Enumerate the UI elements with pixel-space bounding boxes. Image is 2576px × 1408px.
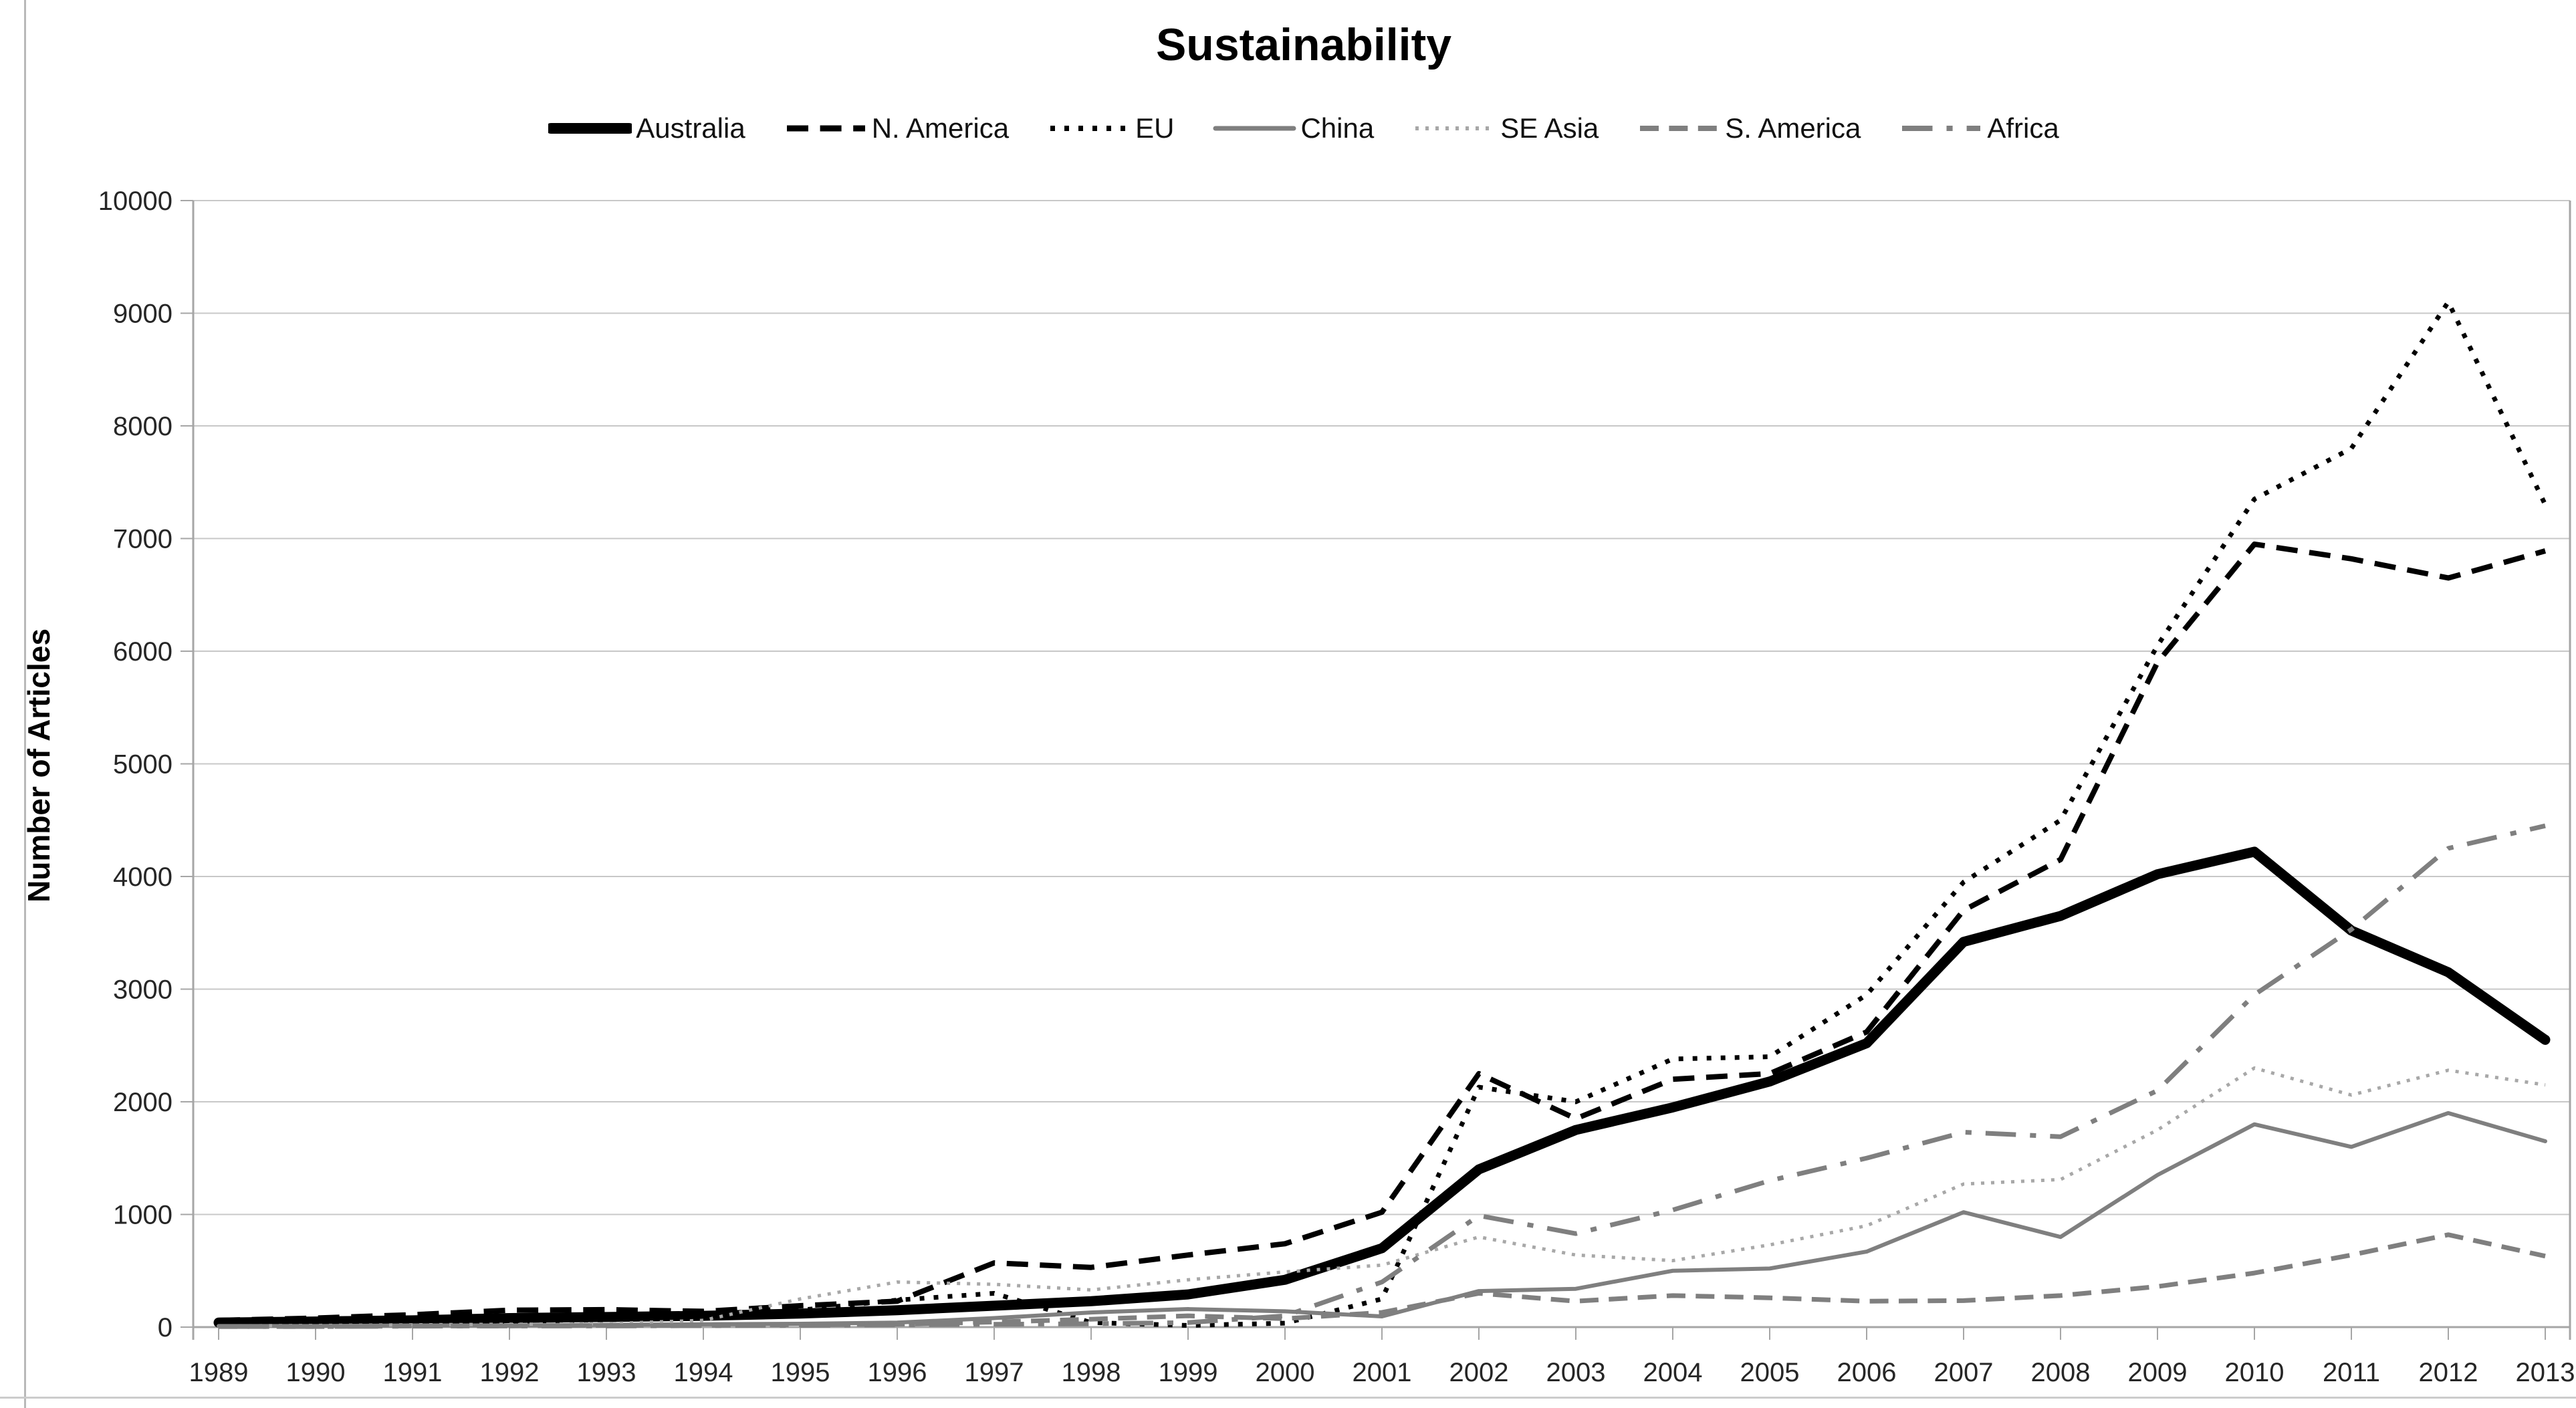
legend-label: SE Asia [1500, 112, 1599, 144]
x-tick-label: 2008 [2031, 1358, 2091, 1387]
legend-item-se-asia: SE Asia [1413, 112, 1599, 144]
y-tick-label: 8000 [113, 412, 172, 441]
x-tick-label: 1996 [868, 1358, 927, 1387]
legend-label: N. America [871, 112, 1010, 144]
legend-label: Australia [636, 112, 745, 144]
series-line-n-america [218, 541, 2547, 1323]
x-tick-label: 2009 [2128, 1358, 2188, 1387]
series-line-se-asia [218, 1066, 2546, 1328]
chart-title: Sustainability [1155, 19, 1452, 70]
x-tick-label: 2002 [1449, 1358, 1509, 1387]
chart-legend: Australia N. America EU China SE Asia S. Amer… [0, 112, 2576, 144]
page-left-border [24, 0, 26, 1408]
x-tick-label: 1989 [189, 1358, 249, 1387]
legend-item-australia: Australia [548, 112, 745, 144]
legend-label: Africa [1987, 112, 2059, 144]
y-tick-label: 2000 [113, 1088, 172, 1117]
y-tick-label: 9000 [113, 300, 172, 329]
x-tick-label: 1995 [771, 1358, 830, 1387]
legend-item-s-america: S. America [1637, 112, 1861, 144]
legend-label: S. America [1725, 112, 1861, 144]
legend-swatch-s-america [1640, 126, 1719, 131]
x-tick-label: 2013 [2516, 1358, 2575, 1387]
x-tick-label: 2007 [1934, 1358, 1994, 1387]
series-line-eu [218, 300, 2548, 1328]
x-tick-label: 2003 [1546, 1358, 1606, 1387]
x-tick-label: 1994 [674, 1358, 733, 1387]
legend-swatch-se-asia [1415, 126, 1494, 130]
series-line-china [217, 1110, 2547, 1328]
legend-swatch-australia [548, 123, 632, 134]
x-tick-label: 1990 [286, 1358, 346, 1387]
legend-swatch-n-america [786, 125, 865, 132]
x-tick-label: 1991 [383, 1358, 443, 1387]
x-tick-label: 2001 [1353, 1358, 1412, 1387]
x-tick-label: 2000 [1256, 1358, 1315, 1387]
series-line-australia [213, 846, 2551, 1328]
legend-swatch-china [1213, 126, 1296, 131]
x-tick-label: 2004 [1643, 1358, 1703, 1387]
x-tick-label: 2005 [1740, 1358, 1800, 1387]
x-tick-label: 1993 [577, 1358, 636, 1387]
legend-item-eu: EU [1048, 112, 1174, 144]
y-tick-label: 4000 [113, 862, 172, 892]
y-tick-label: 3000 [113, 975, 172, 1005]
legend-item-n-america: N. America [784, 112, 1009, 144]
legend-item-china: China [1213, 112, 1374, 144]
y-tick-label: 5000 [113, 750, 172, 780]
page-bottom-border [0, 1397, 2576, 1399]
x-tick-label: 2010 [2225, 1358, 2285, 1387]
y-tick-label: 1000 [113, 1201, 172, 1230]
x-tick-label: 2011 [2323, 1358, 2380, 1387]
legend-label: EU [1135, 112, 1175, 144]
x-tick-label: 2012 [2419, 1358, 2478, 1387]
legend-item-africa: Africa [1899, 112, 2059, 144]
y-tick-label: 6000 [113, 637, 172, 667]
legend-swatch-africa [1902, 126, 1981, 131]
y-tick-label: 10000 [98, 187, 172, 216]
x-tick-label: 1999 [1159, 1358, 1218, 1387]
legend-label: China [1300, 112, 1375, 144]
series-line-africa [219, 823, 2546, 1329]
y-tick-label: 0 [158, 1313, 172, 1342]
x-tick-label: 1992 [480, 1358, 540, 1387]
y-tick-label: 7000 [113, 525, 172, 554]
x-tick-label: 2006 [1837, 1358, 1897, 1387]
x-tick-label: 1998 [1062, 1358, 1121, 1387]
x-tick-label: 1997 [965, 1358, 1024, 1387]
